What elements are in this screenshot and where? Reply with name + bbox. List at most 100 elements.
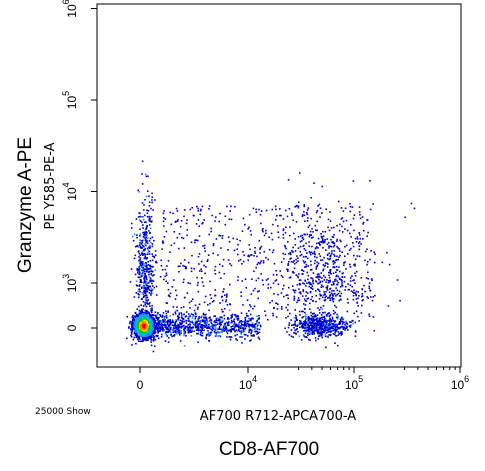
event-dot <box>292 271 294 273</box>
event-dot <box>364 250 367 253</box>
event-dot <box>206 322 208 324</box>
event-dot <box>309 283 311 286</box>
event-dot <box>154 320 156 322</box>
event-dot <box>145 291 147 293</box>
event-dot <box>313 252 316 255</box>
event-dot <box>343 280 346 283</box>
event-dot <box>195 223 198 225</box>
event-dot <box>168 324 170 327</box>
event-dot <box>164 319 166 321</box>
event-dot <box>332 242 335 244</box>
event-dot <box>180 306 183 309</box>
event-dot <box>202 312 205 315</box>
event-dot <box>225 330 228 333</box>
event-dot <box>143 268 146 270</box>
event-dot <box>232 237 234 240</box>
event-dot <box>177 330 179 332</box>
event-dot <box>149 330 151 333</box>
event-dot <box>223 272 226 275</box>
event-dot <box>150 318 153 320</box>
event-dot <box>157 313 159 315</box>
event-dot <box>333 290 335 292</box>
event-dot <box>141 221 143 224</box>
event-dot <box>141 298 143 300</box>
event-dot <box>310 298 312 301</box>
event-dot <box>137 314 139 317</box>
event-dot <box>317 205 319 207</box>
event-dot <box>310 319 312 321</box>
event-dot <box>191 330 193 332</box>
event-dot <box>141 334 143 336</box>
event-dot <box>154 314 157 317</box>
event-dot <box>344 255 346 257</box>
event-dot <box>163 210 165 212</box>
event-dot <box>148 282 150 284</box>
event-dot <box>262 260 265 262</box>
event-dot <box>360 243 362 245</box>
event-dot <box>212 321 215 323</box>
event-dot <box>141 250 144 253</box>
event-dot <box>294 324 296 326</box>
event-dot <box>306 298 309 300</box>
event-dot <box>179 321 181 324</box>
event-dot <box>321 321 323 323</box>
event-dot <box>199 329 201 331</box>
event-dot <box>136 234 138 236</box>
event-dot <box>326 315 328 317</box>
event-dot <box>329 323 332 326</box>
event-dot <box>349 277 352 279</box>
event-dot <box>349 210 351 213</box>
event-dot <box>321 328 323 331</box>
event-dot <box>334 293 336 295</box>
event-dot <box>339 278 342 281</box>
event-dot <box>334 255 336 257</box>
event-dot <box>304 220 306 222</box>
event-dot <box>197 341 199 344</box>
event-dot <box>137 319 139 322</box>
event-dot <box>242 327 244 329</box>
event-dot <box>165 280 167 283</box>
event-dot <box>199 323 201 325</box>
event-dot <box>342 317 345 320</box>
event-dot <box>155 317 158 319</box>
event-dot <box>141 263 144 266</box>
event-dot <box>130 268 133 270</box>
event-dot <box>307 324 310 326</box>
event-dot <box>282 288 284 290</box>
event-dot <box>238 328 240 330</box>
event-dot <box>267 258 269 261</box>
event-dot <box>310 268 313 271</box>
event-dot <box>161 321 163 324</box>
event-dot <box>354 272 356 275</box>
event-dot <box>145 231 147 233</box>
event-dot <box>197 207 199 210</box>
event-dot <box>308 251 311 253</box>
event-dot <box>283 257 285 260</box>
event-dot <box>302 330 305 332</box>
event-dot <box>340 286 342 288</box>
event-dot <box>285 226 287 228</box>
event-dot <box>135 325 138 327</box>
event-dot <box>288 334 291 336</box>
event-dot <box>138 270 141 272</box>
event-dot <box>255 211 258 213</box>
event-dot <box>241 324 244 326</box>
event-dot <box>328 323 330 325</box>
event-dot <box>163 329 166 332</box>
event-dot <box>301 273 303 275</box>
event-dot <box>255 266 257 269</box>
event-dot <box>179 322 182 325</box>
event-dot <box>320 294 323 297</box>
event-dot <box>320 324 323 327</box>
event-dot <box>139 276 141 279</box>
event-dot <box>150 215 153 218</box>
event-dot <box>237 243 239 246</box>
event-dot <box>230 317 232 319</box>
event-dot <box>206 318 208 321</box>
event-dot <box>250 254 253 256</box>
event-dot <box>318 203 321 206</box>
event-dot <box>184 267 187 270</box>
event-dot <box>328 291 331 293</box>
event-dot <box>221 237 224 239</box>
event-dot <box>144 276 146 278</box>
